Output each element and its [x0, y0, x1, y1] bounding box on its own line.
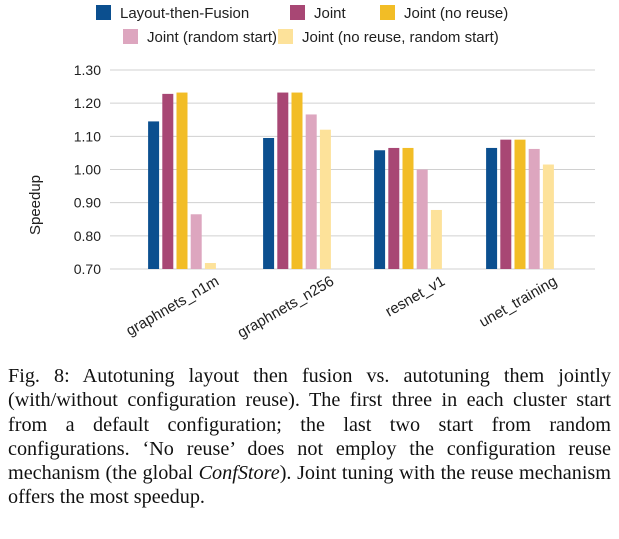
bar-layout-then-fusion-graphnets-n1m — [148, 121, 160, 270]
legend-swatch-joint-no-reuse — [380, 5, 395, 20]
y-tick-label: 1.30 — [74, 62, 101, 78]
legend-label: Joint (random start) — [147, 29, 277, 46]
bar-joint-no-reuse-unet-training — [514, 139, 526, 269]
bar-joint-random-start-unet-training — [528, 148, 540, 269]
x-category-label: resnet_v1 — [382, 273, 448, 321]
caption-text: Fig. 8: Autotuning layout then fusion vs… — [8, 365, 611, 485]
caption-emphasis: ConfStore — [198, 462, 280, 485]
bar-joint-unet-training — [500, 139, 512, 269]
legend-label: Layout-then-Fusion — [120, 5, 249, 22]
y-tick-label: 0.90 — [74, 195, 101, 211]
bar-joint-no-reuse-random-start-resnet-v1 — [430, 209, 442, 269]
legend-label: Joint (no reuse) — [404, 5, 508, 22]
y-tick-label: 1.10 — [74, 128, 101, 144]
legend-swatch-layout-then-fusion — [96, 5, 111, 20]
bar-layout-then-fusion-unet-training — [486, 147, 498, 269]
x-category-label: graphnets_n256 — [235, 273, 337, 342]
legend: Layout-then-Fusion Joint Joint (no reuse) J… — [96, 5, 508, 46]
bar-joint-no-reuse-random-start-graphnets-n1m — [204, 263, 216, 269]
bar-joint-no-reuse-resnet-v1 — [402, 147, 414, 269]
bar-joint-random-start-resnet-v1 — [416, 169, 428, 269]
y-tick-label: 0.70 — [74, 261, 101, 277]
legend-label: Joint — [314, 5, 347, 22]
figure-caption: Fig. 8: Autotuning layout then fusion vs… — [8, 364, 611, 510]
bar-joint-no-reuse-random-start-unet-training — [542, 164, 554, 269]
bar-joint-no-reuse-graphnets-n256 — [291, 92, 303, 269]
y-axis-title: Speedup — [27, 175, 44, 235]
x-axis-categories: graphnets_n1m graphnets_n256 resnet_v1 unet… — [123, 273, 560, 342]
x-category-label: unet_training — [476, 273, 560, 331]
bar-joint-resnet-v1 — [388, 147, 400, 269]
y-tick-label: 0.80 — [74, 228, 101, 244]
legend-label: Joint (no reuse, random start) — [302, 29, 499, 46]
legend-swatch-joint-random-start — [123, 29, 138, 44]
bar-joint-graphnets-n256 — [277, 92, 289, 269]
bar-layout-then-fusion-graphnets-n256 — [263, 137, 275, 269]
bar-layout-then-fusion-resnet-v1 — [374, 150, 386, 269]
legend-swatch-joint-no-reuse-random-start — [278, 29, 293, 44]
bar-joint-random-start-graphnets-n1m — [190, 214, 202, 269]
bars — [148, 92, 554, 270]
speedup-bar-chart: Layout-then-Fusion Joint Joint (no reuse) J… — [27, 5, 595, 342]
bar-joint-no-reuse-graphnets-n1m — [176, 92, 188, 269]
bar-joint-no-reuse-random-start-graphnets-n256 — [319, 129, 331, 269]
bar-joint-graphnets-n1m — [162, 93, 174, 269]
y-tick-label: 1.20 — [74, 95, 101, 111]
legend-swatch-joint — [290, 5, 305, 20]
y-tick-label: 1.00 — [74, 162, 101, 178]
caption-text-end: ). Joint tuning with the reuse mechanism… — [8, 462, 611, 509]
bar-joint-random-start-graphnets-n256 — [305, 114, 317, 270]
x-category-label: graphnets_n1m — [123, 273, 222, 340]
y-axis-ticks: 0.70 0.80 0.90 1.00 1.10 1.20 1.30 — [74, 62, 101, 277]
